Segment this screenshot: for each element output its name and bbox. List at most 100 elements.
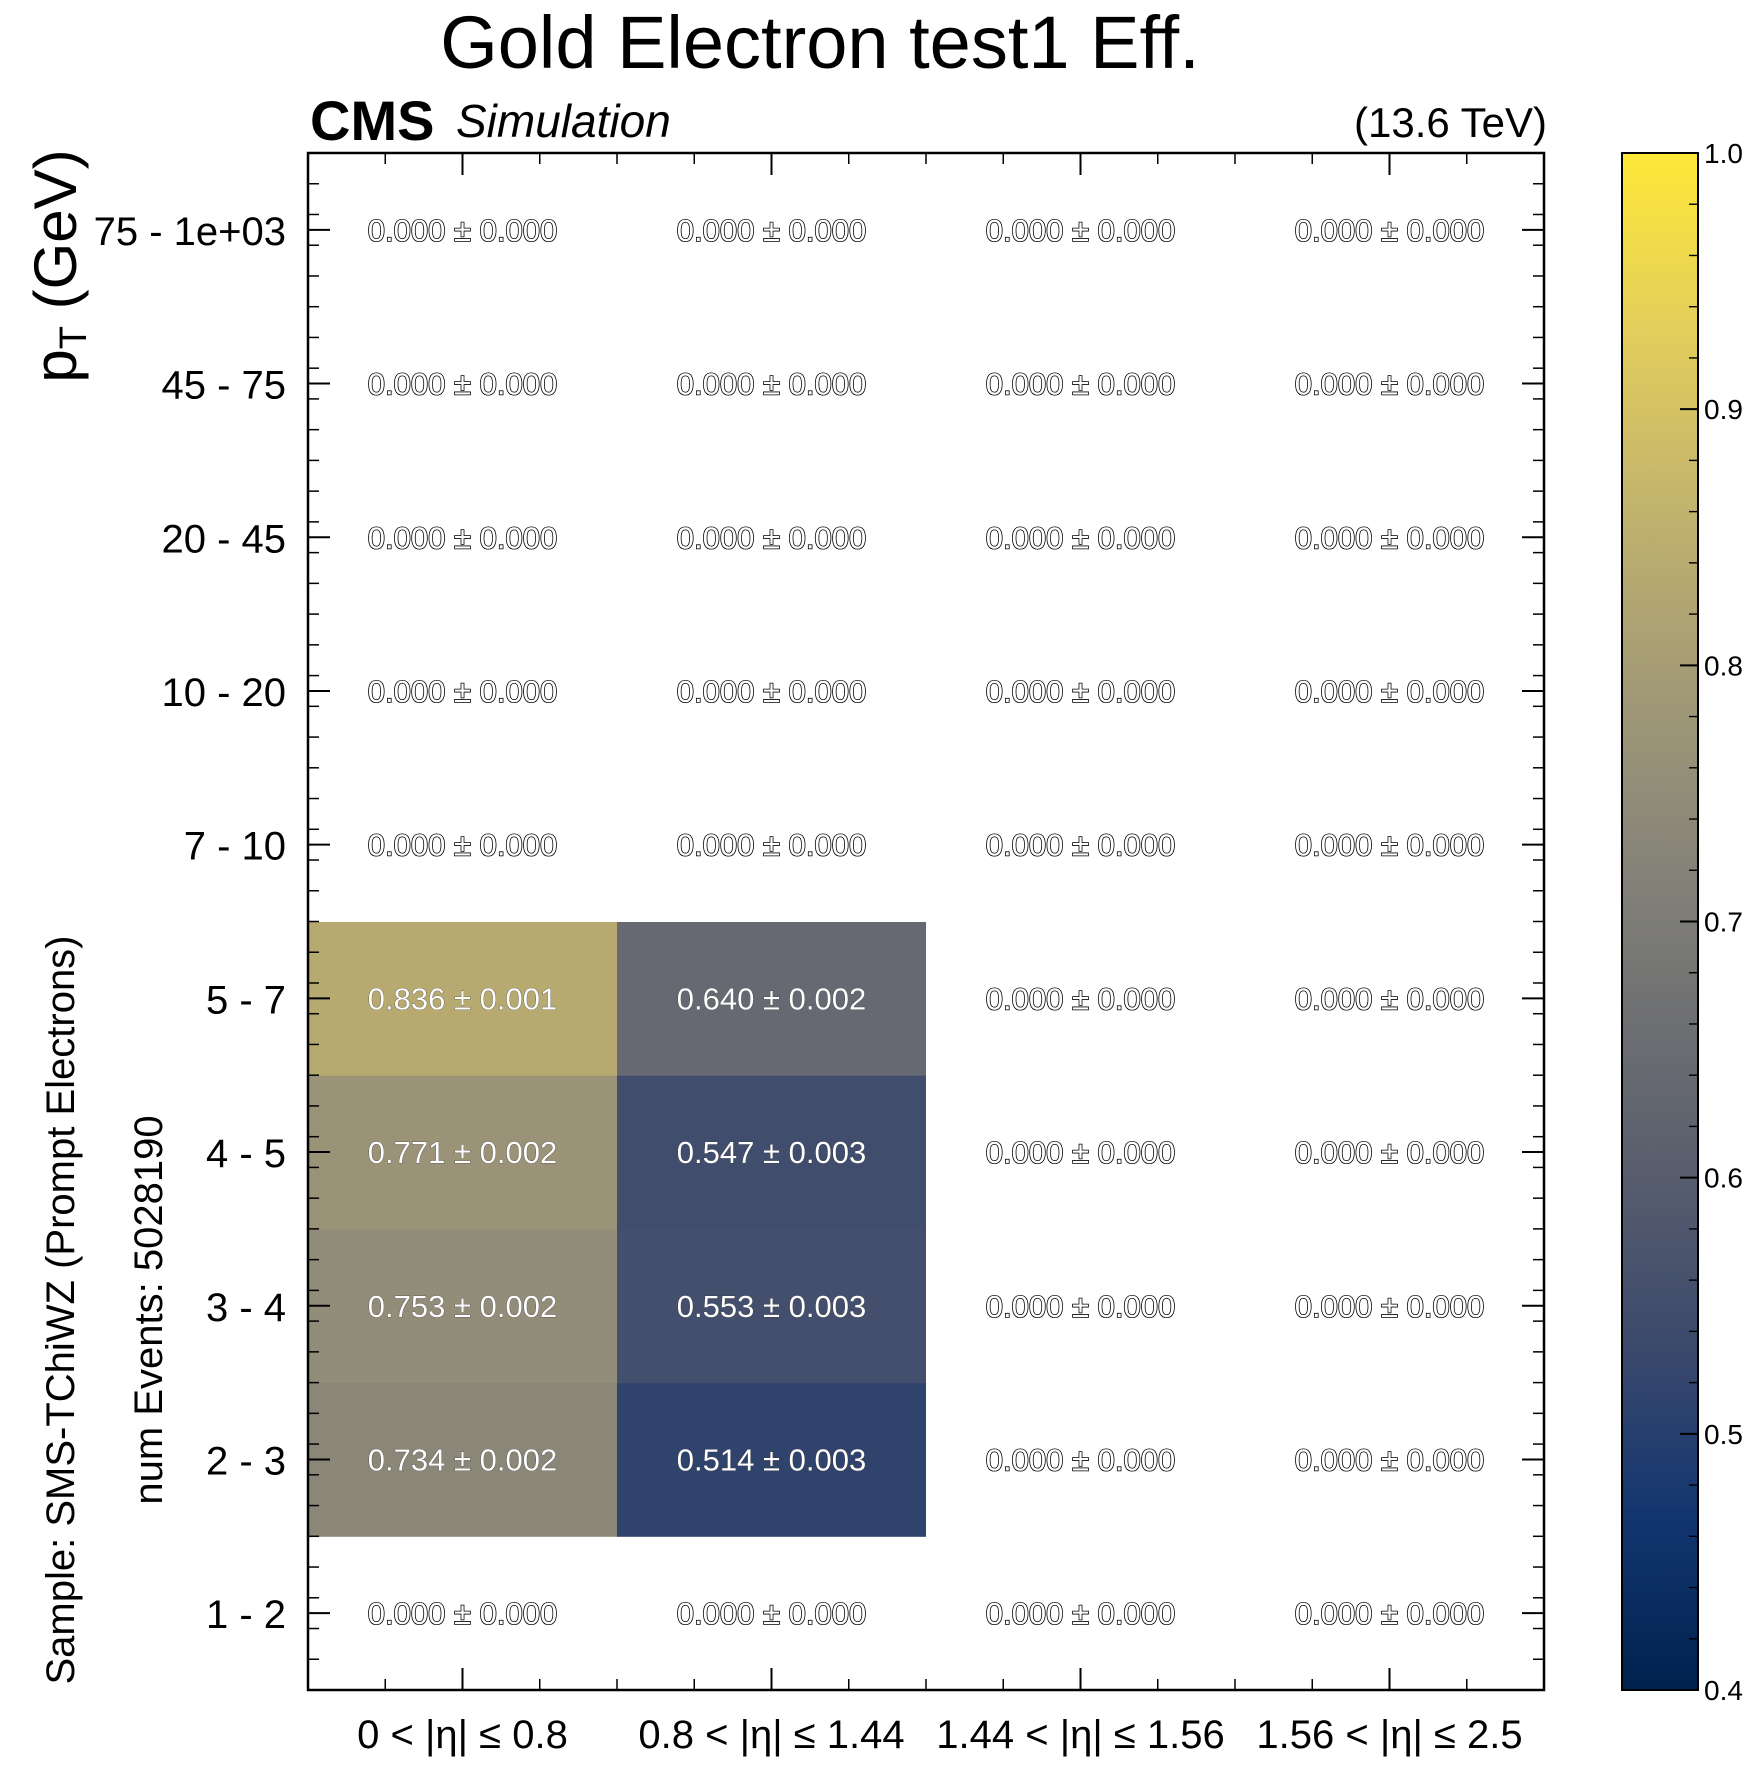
cell-value-label: 0.000 ± 0.000	[368, 213, 557, 248]
heatmap-cell	[1235, 460, 1545, 615]
heatmap-cell	[308, 1228, 618, 1384]
cell-value-label: 0.771 ± 0.002	[368, 1135, 557, 1170]
heatmap-cell	[308, 614, 618, 769]
colorbar-tick-label: 0.6	[1704, 1163, 1743, 1194]
cell-value-label: 0.000 ± 0.000	[677, 828, 866, 863]
cell-value-label: 0.000 ± 0.000	[986, 1135, 1175, 1170]
colorbar: 0.4 0.5 0.6 0.7 0.8 0.9 1.0	[1621, 138, 1743, 1706]
cell-value-label: 0.734 ± 0.002	[368, 1442, 557, 1477]
heatmap-cell	[617, 1075, 927, 1230]
cell-value-label: 0.547 ± 0.003	[677, 1135, 866, 1170]
heatmap-cell	[617, 1536, 927, 1691]
y-tick-label: 5 - 7	[206, 978, 286, 1022]
colorbar-tick-label: 0.8	[1704, 650, 1743, 681]
cell-value-label: 0.000 ± 0.000	[1295, 520, 1484, 555]
cell-value-label: 0.000 ± 0.000	[677, 674, 866, 709]
heatmap-cell	[926, 1536, 1236, 1691]
heatmap-cell	[617, 1382, 927, 1537]
y-axis-title-symbol: p	[22, 349, 89, 382]
colorbar-tick-label: 0.4	[1704, 1675, 1743, 1706]
heatmap-cell	[617, 614, 927, 769]
cell-value-label: 0.000 ± 0.000	[368, 828, 557, 863]
colorbar-tick-label: 0.7	[1704, 907, 1743, 938]
colorbar-tick-label: 1.0	[1704, 138, 1743, 169]
y-tick-label: 1 - 2	[206, 1593, 286, 1637]
heatmap-cell	[617, 306, 927, 461]
heatmap-cell	[1235, 1382, 1545, 1537]
cell-value-label: 0.000 ± 0.000	[986, 367, 1175, 402]
cell-value-label: 0.000 ± 0.000	[1295, 674, 1484, 709]
heatmap-cell	[926, 460, 1236, 615]
heatmap-cell	[1235, 921, 1545, 1076]
heatmap-cell	[1235, 1536, 1545, 1691]
cell-value-label: 0.000 ± 0.000	[986, 674, 1175, 709]
heatmap-cell	[1235, 306, 1545, 461]
cell-value-label: 0.000 ± 0.000	[677, 520, 866, 555]
y-tick-label: 2 - 3	[206, 1439, 286, 1483]
cell-value-label: 0.000 ± 0.000	[986, 828, 1175, 863]
cell-value-label: 0.000 ± 0.000	[368, 367, 557, 402]
y-axis-title: pT (GeV)	[22, 149, 95, 382]
y-tick-label: 10 - 20	[161, 671, 286, 715]
y-tick-label: 20 - 45	[161, 517, 286, 561]
heatmap-cell	[926, 1075, 1236, 1230]
cell-value-label: 0.000 ± 0.000	[1295, 367, 1484, 402]
simulation-label: Simulation	[456, 95, 671, 147]
heatmap-cell	[926, 1228, 1236, 1384]
colorbar-tick-label: 0.9	[1704, 394, 1743, 425]
heatmap-cell	[308, 460, 618, 615]
svg-text:pT (GeV): pT (GeV)	[22, 149, 95, 382]
heatmap-cell	[308, 306, 618, 461]
heatmap-cell	[926, 1382, 1236, 1537]
chart-title: Gold Electron test1 Eff.	[440, 1, 1200, 84]
cell-value-label: 0.000 ± 0.000	[1295, 213, 1484, 248]
sample-label: Sample: SMS-TChiWZ (Prompt Electrons)	[39, 935, 83, 1684]
heatmap-cell	[926, 306, 1236, 461]
cell-value-label: 0.000 ± 0.000	[368, 674, 557, 709]
heatmap-cell	[926, 921, 1236, 1076]
cell-value-label: 0.000 ± 0.000	[986, 1596, 1175, 1631]
cell-value-label: 0.000 ± 0.000	[1295, 981, 1484, 1016]
y-tick-label: 3 - 4	[206, 1286, 286, 1330]
heatmap-cells	[308, 153, 1545, 1691]
x-tick-label: 0.8 < |η| ≤ 1.44	[638, 1713, 904, 1757]
colorbar-tick-label: 0.5	[1704, 1419, 1743, 1450]
cell-value-label: 0.000 ± 0.000	[1295, 1442, 1484, 1477]
heatmap-cell	[308, 153, 618, 308]
heatmap-cell	[308, 767, 618, 922]
cell-value-label: 0.000 ± 0.000	[986, 1442, 1175, 1477]
heatmap-cell	[617, 460, 927, 615]
x-tick-label: 1.56 < |η| ≤ 2.5	[1256, 1713, 1522, 1757]
heatmap-cell	[308, 921, 618, 1076]
heatmap-cell	[926, 614, 1236, 769]
heatmap-cell	[1235, 767, 1545, 922]
heatmap-cell-labels: 0.000 ± 0.000 0.000 ± 0.000 0.000 ± 0.000 0…	[367, 212, 1485, 1632]
cell-value-label: 0.000 ± 0.000	[986, 520, 1175, 555]
heatmap-cell	[1235, 614, 1545, 769]
y-axis-title-subscript: T	[53, 326, 95, 349]
y-axis-title-unit: (GeV)	[22, 149, 89, 326]
heatmap-cell	[926, 153, 1236, 308]
heatmap-cell	[308, 1075, 618, 1230]
plot-axes: 0 < |η| ≤ 0.8 0.8 < |η| ≤ 1.44 1.44 < |η| …	[94, 151, 1546, 1757]
energy-label: (13.6 TeV)	[1354, 99, 1547, 146]
heatmap-cell	[1235, 1228, 1545, 1384]
cell-value-label: 0.000 ± 0.000	[677, 213, 866, 248]
cell-value-label: 0.753 ± 0.002	[368, 1289, 557, 1324]
heatmap-cell	[617, 1228, 927, 1384]
cell-value-label: 0.553 ± 0.003	[677, 1289, 866, 1324]
heatmap-cell	[308, 1536, 618, 1691]
heatmap-cell	[1235, 1075, 1545, 1230]
cell-value-label: 0.000 ± 0.000	[368, 1596, 557, 1631]
cell-value-label: 0.000 ± 0.000	[677, 1596, 866, 1631]
y-tick-label: 4 - 5	[206, 1132, 286, 1176]
heatmap-cell	[617, 153, 927, 308]
cell-value-label: 0.000 ± 0.000	[986, 213, 1175, 248]
cell-value-label: 0.000 ± 0.000	[1295, 1596, 1484, 1631]
y-tick-label: 75 - 1e+03	[94, 210, 286, 254]
cell-value-label: 0.000 ± 0.000	[1295, 1289, 1484, 1324]
heatmap-cell	[926, 767, 1236, 922]
cell-value-label: 0.000 ± 0.000	[677, 367, 866, 402]
cell-value-label: 0.000 ± 0.000	[986, 1289, 1175, 1324]
